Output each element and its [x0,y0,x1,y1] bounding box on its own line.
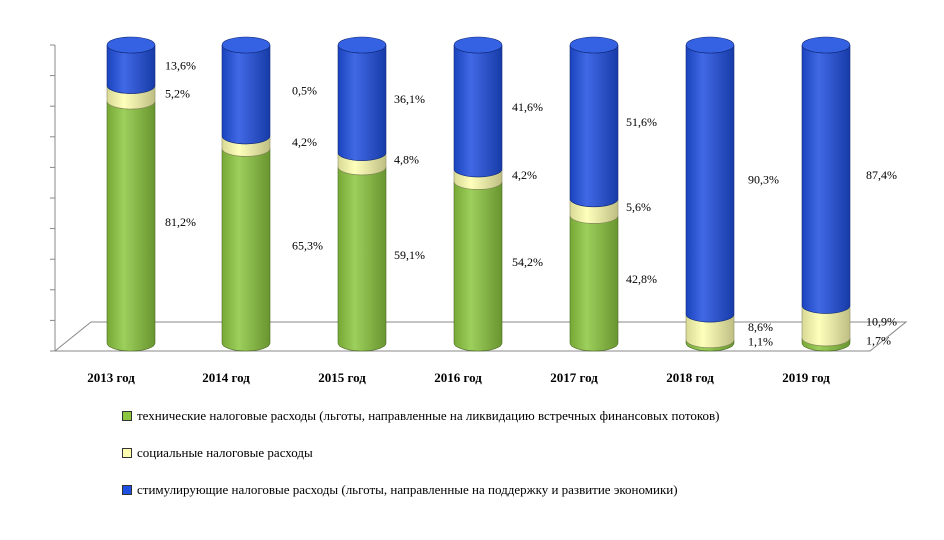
x-tick-label: 2014 год [202,370,250,385]
x-tick-label: 2013 год [87,370,135,385]
bar-segment-stimulating [221,44,271,145]
data-label: 54,2% [512,255,543,269]
data-label: 42,8% [626,272,657,286]
legend-item-social: социальные налоговые расходы [122,443,719,463]
data-label: 5,6% [626,200,651,214]
bar-segment-technical [453,181,503,352]
data-label: 1,7% [866,333,891,347]
bar-segment-stimulating [801,44,851,314]
data-label: 13,6% [165,58,196,72]
bar-segment-stimulating [453,44,503,178]
bar-top-cap [569,36,619,54]
bar-segment-technical [106,100,156,352]
data-label: 5,2% [165,86,190,100]
x-tick-label: 2018 год [666,370,714,385]
legend-item-technical: технические налоговые расходы (льготы, н… [122,406,719,426]
data-label: 59,1% [394,248,425,262]
bar-top-cap [221,36,271,54]
bar-top-cap [106,36,156,54]
data-label: 1,1% [748,334,773,348]
bar-top-cap [685,36,735,54]
data-label: 4,2% [292,135,317,149]
x-tick-label: 2016 год [434,370,482,385]
bar-top-cap [453,36,503,54]
data-label: 65,3% [292,239,323,253]
bar-segment-technical [569,215,619,352]
data-label: 36,1% [394,92,425,106]
bar-top-cap [801,36,851,54]
x-tick-label: 2019 год [782,370,830,385]
bar-segment-stimulating [685,44,735,323]
bar-segment-stimulating [337,44,387,161]
data-label: 4,8% [394,153,419,167]
legend-item-stimulating: стимулирующие налоговые расходы (льготы,… [122,480,719,500]
bar-segment-technical [221,148,271,352]
data-label: 4,2% [512,168,537,182]
bar-segment-stimulating [569,44,619,208]
legend-label-social: социальные налоговые расходы [137,445,313,460]
legend-label-stimulating: стимулирующие налоговые расходы (льготы,… [137,482,678,497]
data-label: 81,2% [165,215,196,229]
x-tick-label: 2017 год [550,370,598,385]
legend-label-technical: технические налоговые расходы (льготы, н… [137,408,720,423]
data-label: 41,6% [512,100,543,114]
data-label: 51,6% [626,115,657,129]
chart-legend: технические налоговые расходы (льготы, н… [122,406,719,517]
bar-top-cap [337,36,387,54]
data-label: 90,3% [748,173,779,187]
chart-plot: 81,2% 5,2% 13,6% 2013 год 65,3% 4,2% 0,5% 2014 … [50,36,908,385]
bar-segment-technical [337,166,387,352]
data-label: 87,4% [866,168,897,182]
data-label: 8,6% [748,320,773,334]
x-tick-label: 2015 год [318,370,366,385]
data-label: 0,5% [292,83,317,97]
legend-swatch-social [122,448,132,458]
legend-swatch-technical [122,411,132,421]
legend-swatch-stimulating [122,485,132,495]
data-label: 10,9% [866,315,897,329]
